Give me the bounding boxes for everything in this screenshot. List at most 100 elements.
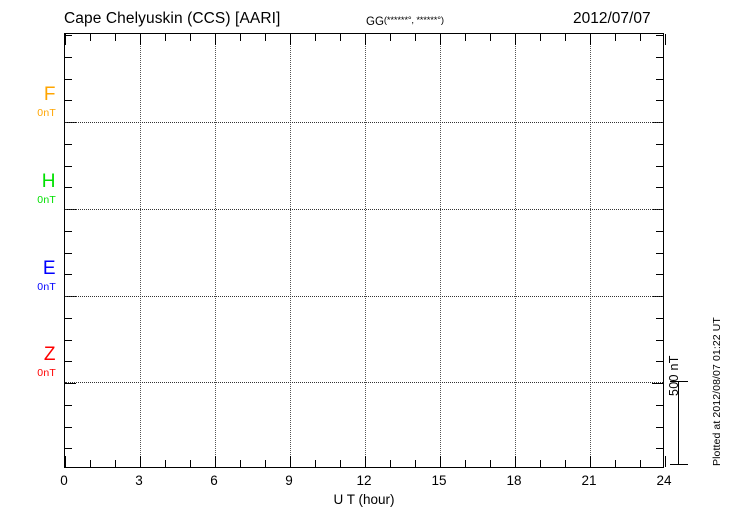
grid-line-vertical — [290, 34, 291, 467]
x-axis-minor-tick — [490, 34, 491, 41]
x-axis-minor-tick — [115, 460, 116, 467]
x-axis-minor-tick — [640, 460, 641, 467]
y-axis-minor-tick — [65, 317, 72, 319]
component-zero-level-h: 0nT — [37, 194, 56, 206]
x-axis-minor-tick — [315, 34, 316, 41]
x-axis-major-tick — [140, 34, 141, 45]
y-axis-minor-tick — [656, 35, 663, 36]
y-axis-minor-tick — [65, 448, 72, 450]
x-tick-label: 18 — [506, 473, 522, 488]
x-axis-major-tick — [290, 34, 291, 45]
x-axis-minor-tick — [465, 34, 466, 41]
component-label-h: H 0nT — [14, 172, 56, 206]
y-axis-minor-tick — [656, 100, 663, 102]
x-axis-major-tick — [140, 456, 141, 467]
y-axis-minor-tick — [65, 252, 72, 254]
y-axis-minor-tick — [656, 143, 663, 145]
y-axis-minor-tick — [656, 78, 663, 80]
y-axis-minor-tick — [65, 404, 72, 406]
y-axis-minor-tick — [65, 187, 72, 189]
y-axis-minor-tick — [65, 230, 72, 232]
grid-line-vertical — [365, 34, 366, 467]
y-axis-minor-tick — [65, 56, 72, 58]
component-label-f: F 0nT — [14, 85, 56, 119]
x-tick-label: 6 — [210, 473, 218, 488]
x-axis-major-tick — [590, 34, 591, 45]
grid-line-vertical — [215, 34, 216, 467]
x-axis-minor-tick — [240, 460, 241, 467]
x-axis-major-tick — [365, 34, 366, 45]
x-axis-minor-tick — [540, 460, 541, 467]
y-axis-minor-tick — [65, 339, 72, 341]
x-axis-major-tick — [65, 456, 66, 467]
x-tick-label: 12 — [356, 473, 372, 488]
y-axis-minor-tick — [656, 252, 663, 254]
x-axis-minor-tick — [265, 460, 266, 467]
x-axis-major-tick — [440, 34, 441, 45]
x-axis-minor-tick — [340, 34, 341, 41]
x-axis-minor-tick — [165, 34, 166, 41]
component-label-e: E 0nT — [14, 259, 56, 293]
y-axis-minor-tick — [65, 143, 72, 145]
x-axis-minor-tick — [240, 34, 241, 41]
x-axis-minor-tick — [615, 34, 616, 41]
x-axis-minor-tick — [90, 460, 91, 467]
y-axis-minor-tick — [65, 361, 72, 363]
x-axis-minor-tick — [490, 460, 491, 467]
geo-coordinates-value: (******°, ******°) — [383, 15, 444, 26]
y-axis-major-tick — [652, 383, 663, 384]
y-axis-minor-tick — [656, 339, 663, 341]
x-axis-minor-tick — [415, 34, 416, 41]
y-axis-minor-tick — [656, 404, 663, 406]
magnetogram-plot-area — [64, 33, 666, 468]
x-axis-minor-tick — [90, 34, 91, 41]
plotted-at-timestamp: Plotted at 2012/08/07 01:22 UT — [711, 317, 723, 466]
zero-line-z — [65, 382, 663, 383]
x-axis-major-tick — [215, 34, 216, 45]
zero-line-e — [65, 296, 663, 297]
x-axis-minor-tick — [390, 460, 391, 467]
x-axis-major-tick — [665, 456, 666, 467]
x-axis-title: U T (hour) — [333, 492, 395, 507]
x-axis-minor-tick — [315, 460, 316, 467]
grid-line-vertical — [515, 34, 516, 467]
component-zero-level-e: 0nT — [37, 281, 56, 293]
component-name-f: F — [43, 84, 56, 105]
x-axis-minor-tick — [340, 460, 341, 467]
chart-header: Cape Chelyuskin (CCS) [AARI] GG(******°,… — [0, 0, 730, 33]
x-tick-label: 3 — [135, 473, 143, 488]
x-axis-minor-tick — [265, 34, 266, 41]
component-name-h: H — [41, 171, 56, 192]
x-axis-minor-tick — [190, 34, 191, 41]
component-zero-level-z: 0nT — [37, 367, 56, 379]
y-axis-minor-tick — [656, 187, 663, 189]
page-title: Cape Chelyuskin (CCS) [AARI] — [64, 10, 281, 27]
x-axis-minor-tick — [565, 460, 566, 467]
grid-line-vertical — [440, 34, 441, 467]
x-axis-minor-tick — [415, 460, 416, 467]
grid-line-vertical — [590, 34, 591, 467]
x-axis-major-tick — [290, 456, 291, 467]
x-tick-label: 0 — [60, 473, 68, 488]
zero-line-f — [65, 122, 663, 123]
y-axis-major-tick — [65, 383, 76, 384]
x-axis-minor-tick — [390, 34, 391, 41]
y-axis-minor-tick — [65, 165, 72, 167]
y-axis-minor-tick — [65, 100, 72, 102]
y-axis-minor-tick — [656, 165, 663, 167]
x-axis-minor-tick — [615, 460, 616, 467]
y-axis-minor-tick — [65, 426, 72, 428]
component-name-e: E — [42, 258, 56, 279]
x-axis-minor-tick — [465, 460, 466, 467]
y-axis-minor-tick — [656, 317, 663, 319]
x-tick-label: 9 — [285, 473, 293, 488]
x-axis-minor-tick — [565, 34, 566, 41]
y-axis-minor-tick — [656, 274, 663, 276]
x-axis-minor-tick — [115, 34, 116, 41]
x-axis-major-tick — [515, 34, 516, 45]
plot-inner — [65, 34, 666, 467]
y-axis-minor-tick — [656, 426, 663, 428]
x-axis-major-tick — [515, 456, 516, 467]
x-axis-minor-tick — [165, 460, 166, 467]
x-axis-major-tick — [665, 34, 666, 45]
